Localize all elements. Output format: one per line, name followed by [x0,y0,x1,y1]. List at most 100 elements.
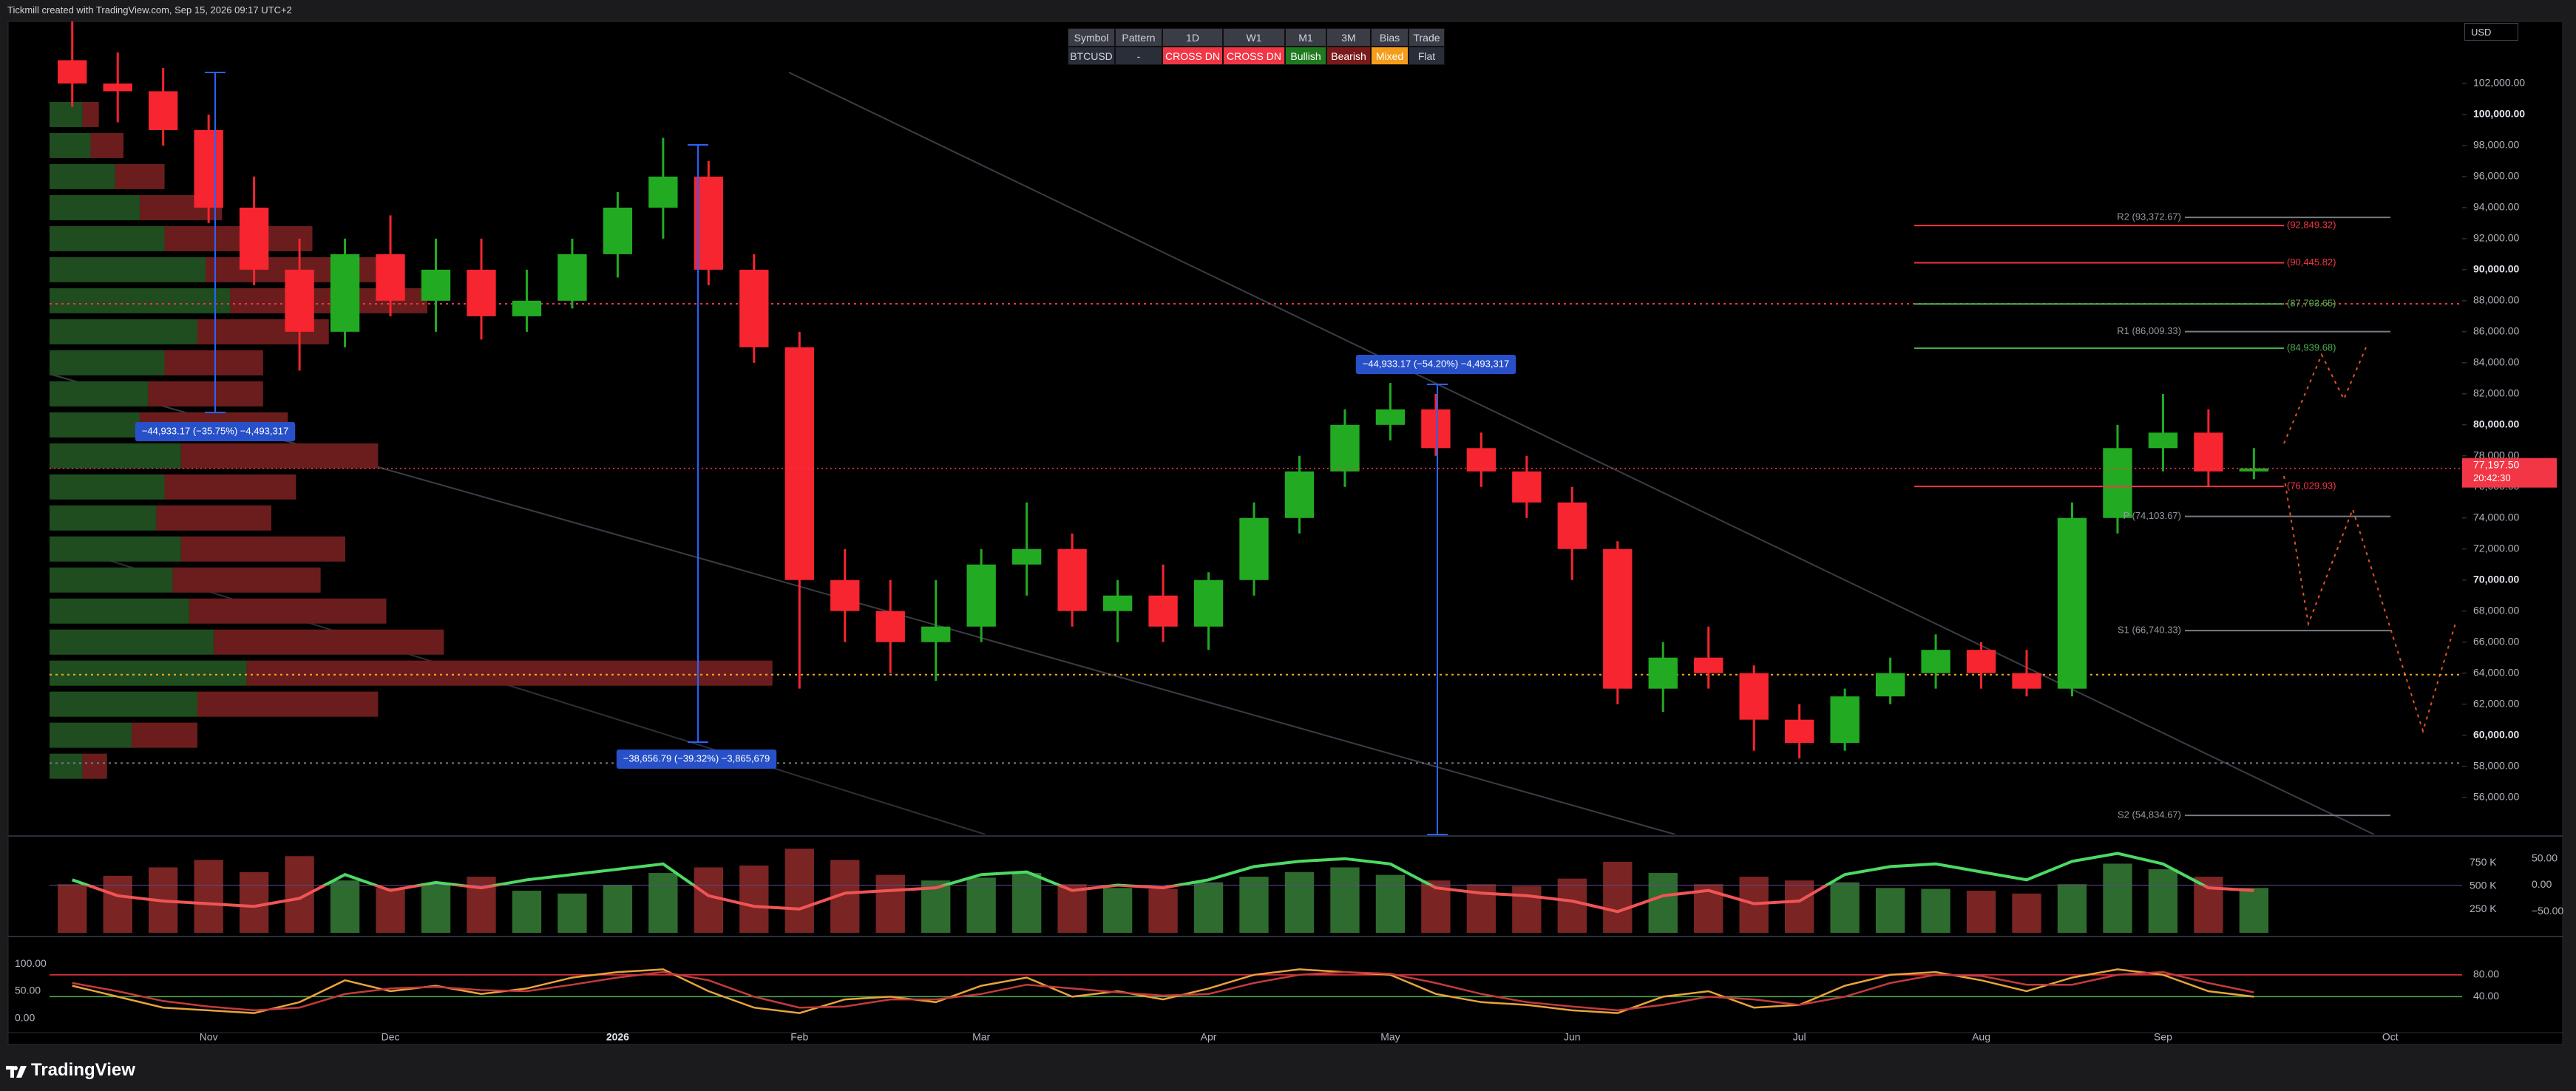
candle-body [784,347,814,580]
signal-table: Symbol Pattern 1D W1 M1 3M Bias Trade BT… [1068,28,1445,65]
y-tick-label: 72,000.00 [2473,542,2519,554]
y-tick-label: 102,000.00 [2473,77,2525,89]
currency-select[interactable]: USD [2464,23,2518,41]
profile-sell [172,567,321,593]
profile-sell [164,350,263,375]
y-tick-label: 58,000.00 [2473,759,2519,771]
candle-body [648,176,678,208]
y-tick-label: 50.00 [15,985,41,996]
profile-sell [164,225,313,251]
candle-body [603,207,633,254]
profile-buy [50,319,197,344]
profile-buy [50,412,140,438]
y-tick-label: 96,000.00 [2473,170,2519,182]
volume-bar [557,893,587,933]
y-tick-label: 78,000.00 [2473,449,2519,460]
profile-buy [50,256,206,282]
volume-bar [1921,888,1950,933]
table-cell: CROSS DN [1223,47,1285,65]
volume-bar [1148,888,1178,933]
pivot-label: P (74,103.67) [2123,510,2181,521]
volume-bar [2194,877,2223,933]
candle-body [1148,595,1178,627]
header: Tickmill created with TradingView.com, S… [7,4,292,16]
volume-bar [1512,886,1542,933]
table-header: Bias [1371,28,1409,47]
table-cell: Mixed [1371,47,1409,65]
y-tick-label: 84,000.00 [2473,356,2519,368]
candle-body [1102,595,1133,611]
volume-bar [1102,888,1133,933]
table-header: Pattern [1115,28,1162,47]
candle-body [103,83,132,92]
profile-buy [50,660,247,686]
profile-buy [50,163,115,189]
y-tick-label: 98,000.00 [2473,139,2519,151]
profile-sell [164,474,296,500]
volume-bar [194,860,223,933]
oscillator-line [72,971,2254,1012]
profile-buy [50,536,181,562]
candle-body [1284,471,1315,518]
pivot-label: R1 (86,009.33) [2117,325,2181,336]
table-header: 3M [1326,28,1371,47]
volume-bar [966,877,996,933]
candle-body [1966,650,1996,673]
candle-body [1239,517,1269,580]
target-label: (76,029.93) [2287,480,2336,492]
y-tick-label: 66,000.00 [2473,635,2519,647]
measure-label: −38,656.79 (−39.32%) −3,865,679 [623,752,770,764]
profile-buy [50,474,165,500]
y-tick-label: 60,000.00 [2473,728,2519,740]
candle-body [376,254,405,301]
y-tick-label: 750 K [2470,856,2497,868]
volume-bar [648,873,678,933]
pivot-label: S1 (66,740.33) [2118,625,2181,636]
candle-body [1739,673,1769,720]
y-tick-label: 100,000.00 [2473,108,2525,120]
measure-label: −44,933.17 (−54.20%) −4,493,317 [1363,358,1509,369]
volume-bar [2103,863,2132,933]
target-label: (92,849.32) [2287,220,2336,231]
profile-buy [50,132,91,158]
candle-body [1784,719,1814,744]
candle-body [830,580,860,611]
profile-buy [50,629,214,655]
y-tick-label: 74,000.00 [2473,511,2519,523]
profile-sell [214,629,444,655]
y-tick-label: 500 K [2470,879,2497,891]
profile-sell [148,381,263,407]
y-tick-label: 82,000.00 [2473,387,2519,399]
candle-body [194,129,223,208]
y-tick-label: 92,000.00 [2473,232,2519,244]
candle-body [1421,409,1451,449]
volume-bar [2239,888,2269,933]
table-header: 1D [1162,28,1223,47]
profile-sell [82,753,107,779]
candle-body [421,269,451,301]
pivot-label: R2 (93,372.67) [2117,211,2181,222]
candle-body [875,611,905,642]
x-tick-label: Apr [1201,1031,1217,1043]
table-cell: - [1115,47,1162,65]
y-tick-label: 62,000.00 [2473,697,2519,709]
table-header: M1 [1285,28,1326,47]
volume-bar [1193,882,1224,933]
volume-bar [1330,867,1360,933]
y-tick-label: 68,000.00 [2473,604,2519,616]
candle-body [2103,448,2132,518]
candle-body [1330,424,1360,472]
x-tick-label: Jul [1793,1031,1806,1043]
measure-box [135,422,296,441]
y-tick-label: 86,000.00 [2473,325,2519,337]
profile-sell [90,132,123,158]
volume-bar [1648,873,1678,933]
profile-buy [50,722,132,748]
profile-buy [50,598,189,624]
target-label: (84,939.68) [2287,342,2336,353]
y-tick-label: 88,000.00 [2473,294,2519,306]
table-cell: BTCUSD [1068,47,1115,65]
profile-buy [50,753,83,779]
candle-body [1603,548,1633,689]
y-tick-label: 80,000.00 [2473,418,2519,430]
